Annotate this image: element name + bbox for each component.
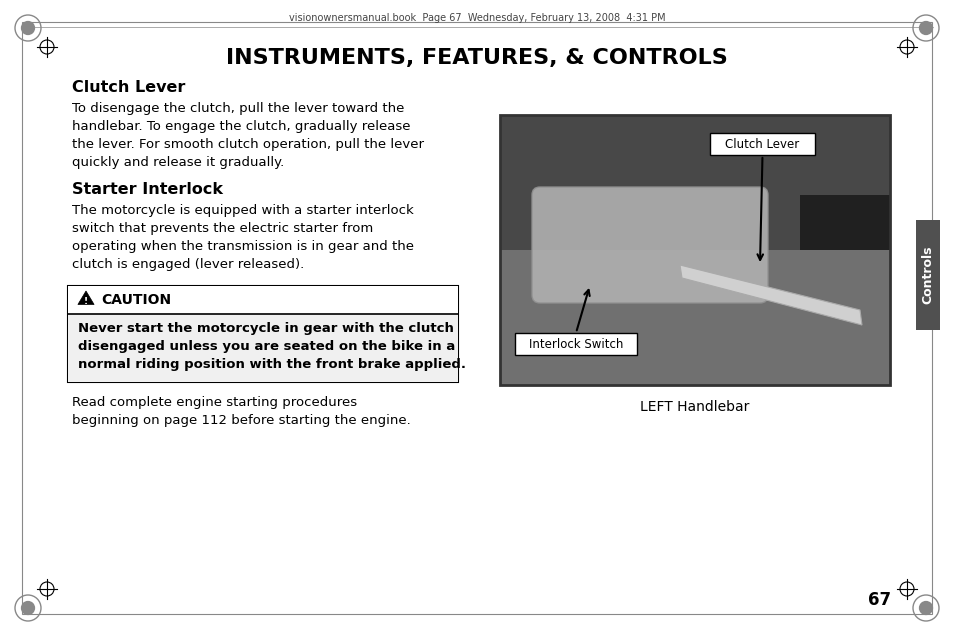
Text: INSTRUMENTS, FEATURES, & CONTROLS: INSTRUMENTS, FEATURES, & CONTROLS [226, 48, 727, 68]
Text: Read complete engine starting procedures
beginning on page 112 before starting t: Read complete engine starting procedures… [71, 396, 411, 427]
Text: 67: 67 [867, 591, 891, 609]
Text: Starter Interlock: Starter Interlock [71, 182, 223, 197]
Bar [499, 115, 889, 385]
Bar [915, 220, 939, 330]
Text: !: ! [84, 296, 88, 305]
Text: Clutch Lever: Clutch Lever [71, 80, 185, 95]
Text: Interlock Switch: Interlock Switch [528, 338, 622, 350]
Text: Clutch Lever: Clutch Lever [724, 137, 799, 151]
Bar [515, 333, 637, 355]
Bar [68, 314, 457, 382]
Circle shape [918, 601, 932, 615]
Bar [800, 195, 889, 250]
Text: LEFT Handlebar: LEFT Handlebar [639, 400, 749, 414]
Polygon shape [679, 265, 862, 325]
Bar [68, 286, 457, 314]
Text: CAUTION: CAUTION [101, 293, 171, 307]
Bar [499, 115, 889, 250]
Text: The motorcycle is equipped with a starter interlock
switch that prevents the ele: The motorcycle is equipped with a starte… [71, 204, 414, 271]
Bar [499, 250, 889, 385]
Bar [68, 286, 457, 382]
Bar [709, 133, 814, 155]
Text: Never start the motorcycle in gear with the clutch
disengaged unless you are sea: Never start the motorcycle in gear with … [78, 322, 465, 371]
Circle shape [21, 601, 35, 615]
Circle shape [21, 21, 35, 35]
FancyBboxPatch shape [532, 187, 767, 303]
Bar [499, 115, 889, 385]
Polygon shape [78, 291, 94, 305]
Text: To disengage the clutch, pull the lever toward the
handlebar. To engage the clut: To disengage the clutch, pull the lever … [71, 102, 423, 169]
Text: visionownersmanual.book  Page 67  Wednesday, February 13, 2008  4:31 PM: visionownersmanual.book Page 67 Wednesda… [289, 13, 664, 23]
Text: Controls: Controls [921, 245, 934, 304]
Circle shape [918, 21, 932, 35]
